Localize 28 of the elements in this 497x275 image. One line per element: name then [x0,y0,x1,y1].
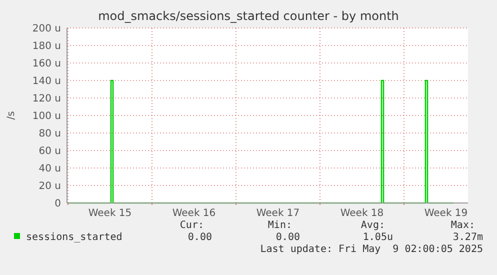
text: 1.05u [362,232,393,243]
text: Avg: [360,220,385,231]
y-tick-label: 60 u [38,146,61,157]
y-tick-label: 0 [54,198,61,210]
text: Cur: [180,220,204,231]
y-axis-title: /s [6,111,17,120]
chart-title: mod_smacks/sessions_started counter - by month [98,9,399,23]
text: Last update: Fri May 9 02:00:05 2025 [260,244,483,255]
x-tick-label: Week 17 [256,208,300,219]
y-tick-label: 20 u [38,181,61,192]
text: Min: [268,220,292,231]
text: 3.27m [452,232,483,243]
y-tick-label: 200 u [32,24,61,34]
text: 0.00 [188,232,212,243]
y-tick-label: 100 u [32,111,61,122]
y-tick-label: 140 u [32,76,61,87]
y-tick-label: 40 u [38,164,61,174]
y-tick-label: 160 u [32,58,61,70]
text: 0.00 [276,232,300,243]
x-tick-label: Week 19 [424,208,468,219]
legend-label: sessions_started [26,232,122,243]
x-tick-label: Week 15 [88,208,132,219]
y-tick-label: 120 u [32,94,61,104]
x-tick-label: Week 16 [172,208,216,219]
x-tick-label: Week 18 [340,208,384,219]
y-tick-label: 80 u [38,128,61,140]
y-tick-label: 180 u [32,41,61,52]
text: Max: [450,220,475,231]
